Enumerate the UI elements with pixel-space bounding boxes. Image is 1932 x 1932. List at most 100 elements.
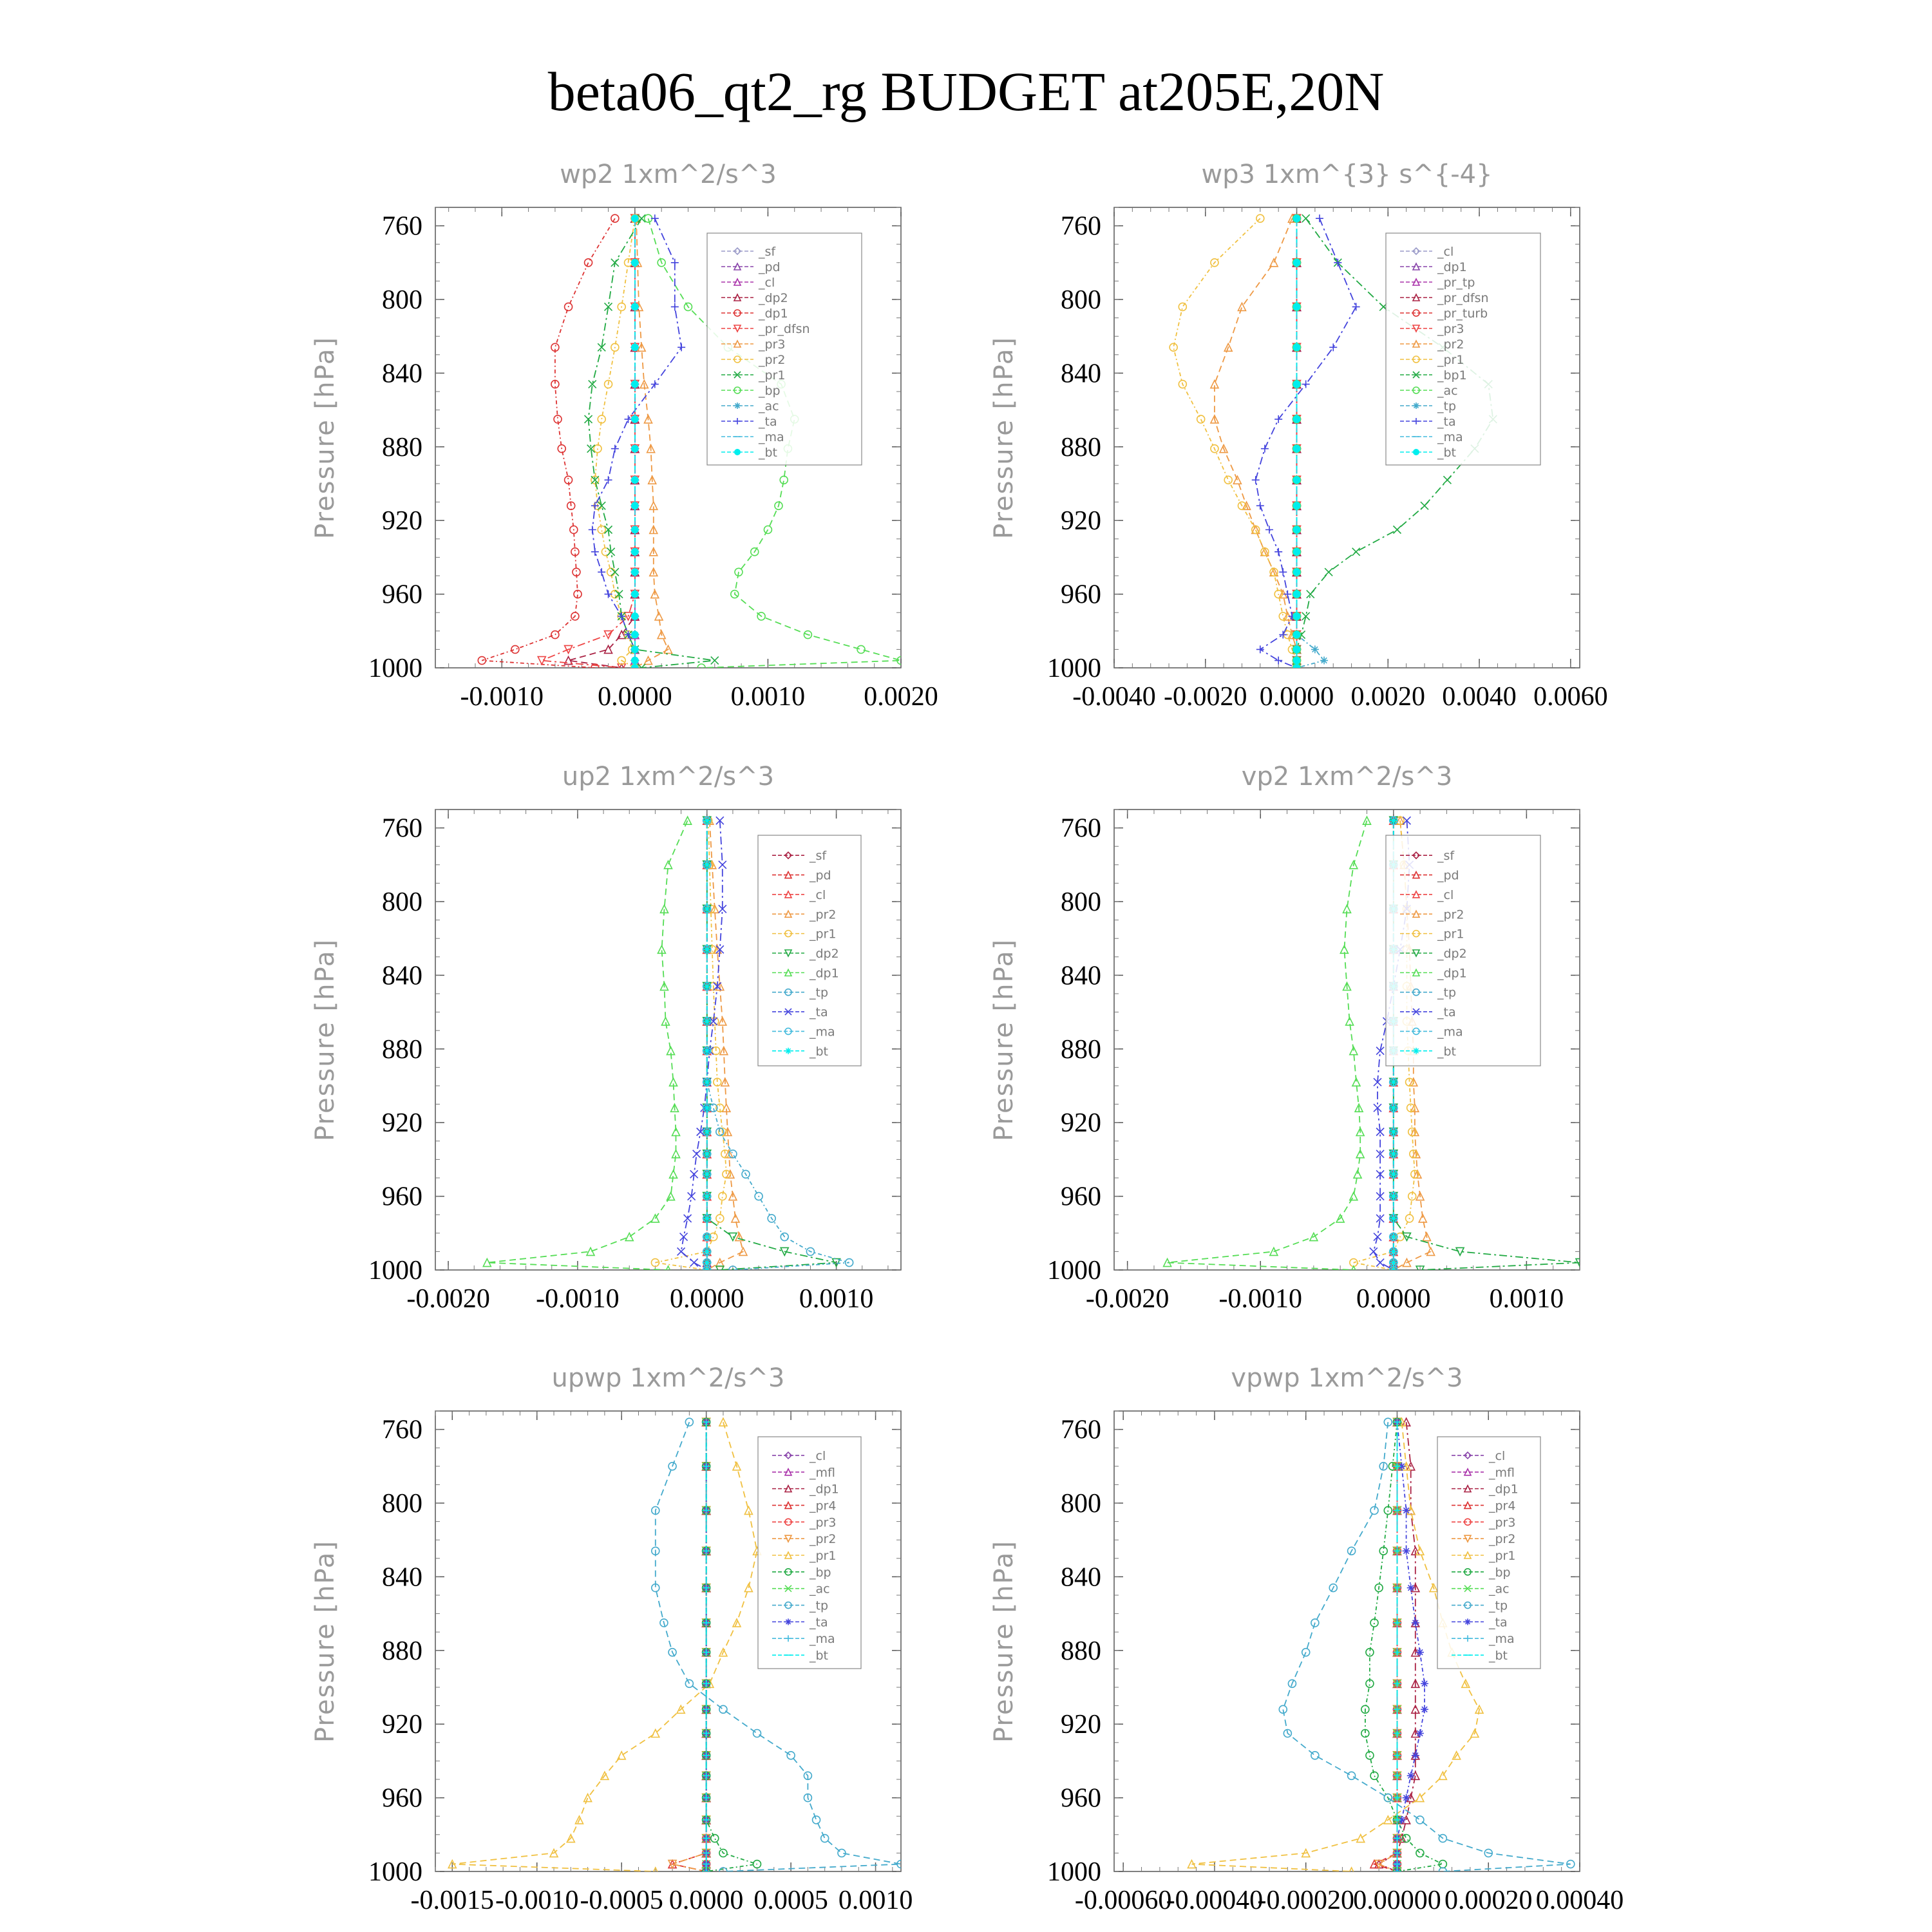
data-point bbox=[1345, 1016, 1354, 1026]
data-point bbox=[630, 630, 639, 639]
data-point bbox=[744, 1582, 753, 1593]
data-point bbox=[643, 214, 653, 223]
data-point bbox=[630, 526, 639, 534]
x-tick-label: 0.0000 bbox=[598, 682, 672, 712]
legend-marker bbox=[784, 1535, 793, 1543]
legend-marker bbox=[1463, 1551, 1472, 1559]
x-tick-label: 0.0020 bbox=[1351, 682, 1426, 712]
data-point bbox=[703, 1128, 711, 1136]
data-point bbox=[591, 547, 599, 556]
y-axis-label: Pressure [hPa] bbox=[989, 336, 1019, 539]
legend-marker bbox=[1412, 968, 1421, 977]
legend-label: _cl bbox=[1488, 1449, 1505, 1463]
data-point bbox=[710, 904, 720, 914]
data-point bbox=[1178, 379, 1188, 389]
y-tick-label: 880 bbox=[1061, 433, 1101, 462]
legend-marker bbox=[734, 309, 741, 317]
data-point bbox=[703, 1214, 711, 1222]
data-point bbox=[803, 1793, 813, 1803]
data-point bbox=[1256, 502, 1264, 510]
data-point bbox=[734, 567, 743, 577]
legend-label: _ta bbox=[758, 415, 777, 429]
data-point bbox=[715, 1265, 725, 1270]
data-point bbox=[811, 1815, 821, 1824]
x-tick-label: -0.0020 bbox=[406, 1284, 490, 1314]
data-point bbox=[630, 590, 639, 598]
data-point bbox=[1369, 1859, 1379, 1869]
data-point bbox=[630, 380, 639, 388]
data-point bbox=[710, 1833, 719, 1843]
data-point bbox=[551, 343, 560, 352]
legend-label: _cl bbox=[809, 888, 826, 902]
data-point bbox=[730, 589, 739, 599]
data-point bbox=[1408, 1150, 1418, 1159]
data-point bbox=[1274, 589, 1283, 599]
series-line-dp2 bbox=[568, 218, 636, 668]
y-tick-label: 880 bbox=[382, 1636, 422, 1666]
data-point bbox=[741, 1170, 750, 1179]
data-point bbox=[1389, 1247, 1397, 1256]
data-point bbox=[857, 645, 866, 654]
data-point bbox=[1575, 1258, 1580, 1268]
data-point bbox=[1397, 1815, 1406, 1824]
data-point bbox=[1256, 214, 1265, 223]
data-point bbox=[1443, 475, 1452, 484]
legend-marker bbox=[733, 247, 742, 256]
data-point bbox=[1373, 1077, 1382, 1086]
data-point bbox=[630, 303, 639, 311]
data-point bbox=[779, 475, 789, 485]
x-tick-label: -0.0010 bbox=[536, 1284, 620, 1314]
data-point bbox=[650, 1213, 660, 1223]
data-point bbox=[1293, 612, 1301, 620]
legend-label: _pr1 bbox=[1437, 353, 1464, 367]
data-point bbox=[1376, 1192, 1385, 1201]
data-point bbox=[668, 1077, 678, 1087]
legend-label: _dp1 bbox=[1488, 1482, 1519, 1497]
data-point bbox=[536, 656, 547, 666]
data-point bbox=[663, 860, 673, 869]
series-line-pr1 bbox=[587, 218, 715, 668]
data-point bbox=[896, 656, 901, 665]
legend-marker bbox=[1412, 262, 1421, 270]
data-point bbox=[719, 1867, 728, 1871]
data-point bbox=[1376, 1258, 1385, 1267]
data-point bbox=[1383, 1417, 1393, 1426]
data-point bbox=[1356, 1833, 1366, 1843]
data-point bbox=[1438, 1770, 1448, 1781]
legend-label: _tp bbox=[1488, 1599, 1508, 1613]
data-point bbox=[1354, 1103, 1364, 1113]
data-point bbox=[564, 645, 573, 655]
legend-marker bbox=[733, 278, 742, 286]
data-point bbox=[607, 547, 616, 556]
y-tick-label: 1000 bbox=[1047, 654, 1101, 683]
y-tick-label: 1000 bbox=[1047, 1256, 1101, 1285]
data-point bbox=[1421, 1680, 1428, 1688]
data-point bbox=[1389, 1192, 1397, 1200]
data-point bbox=[670, 303, 679, 311]
data-point bbox=[685, 1417, 694, 1426]
data-point bbox=[1415, 1792, 1425, 1803]
data-point bbox=[643, 655, 653, 665]
legend-box bbox=[706, 232, 862, 466]
legend-label: _cl bbox=[1437, 245, 1454, 259]
data-point bbox=[1283, 590, 1292, 598]
data-point bbox=[1293, 630, 1301, 639]
data-point bbox=[1265, 526, 1273, 534]
data-point bbox=[1461, 1678, 1471, 1689]
data-point bbox=[659, 981, 669, 991]
data-point bbox=[1411, 1149, 1421, 1159]
legend-label: _pr2 bbox=[1437, 337, 1464, 352]
data-point bbox=[1269, 1246, 1279, 1256]
series-group bbox=[477, 213, 901, 668]
data-point bbox=[659, 904, 669, 914]
legend-label: _pr1 bbox=[758, 368, 785, 383]
data-point bbox=[603, 644, 613, 654]
panel-1: wp2 1xm^2/s^3 Pressure [hPa] 760 800 840 880 9… bbox=[310, 160, 938, 712]
legend-box bbox=[1437, 1436, 1541, 1669]
y-tick-label: 920 bbox=[382, 1710, 422, 1739]
y-tick-label: 800 bbox=[382, 1489, 422, 1519]
series-line-bp bbox=[705, 1422, 757, 1871]
data-point bbox=[717, 1016, 728, 1026]
data-point bbox=[1416, 1729, 1424, 1738]
series-line-pr2 bbox=[670, 1422, 707, 1871]
